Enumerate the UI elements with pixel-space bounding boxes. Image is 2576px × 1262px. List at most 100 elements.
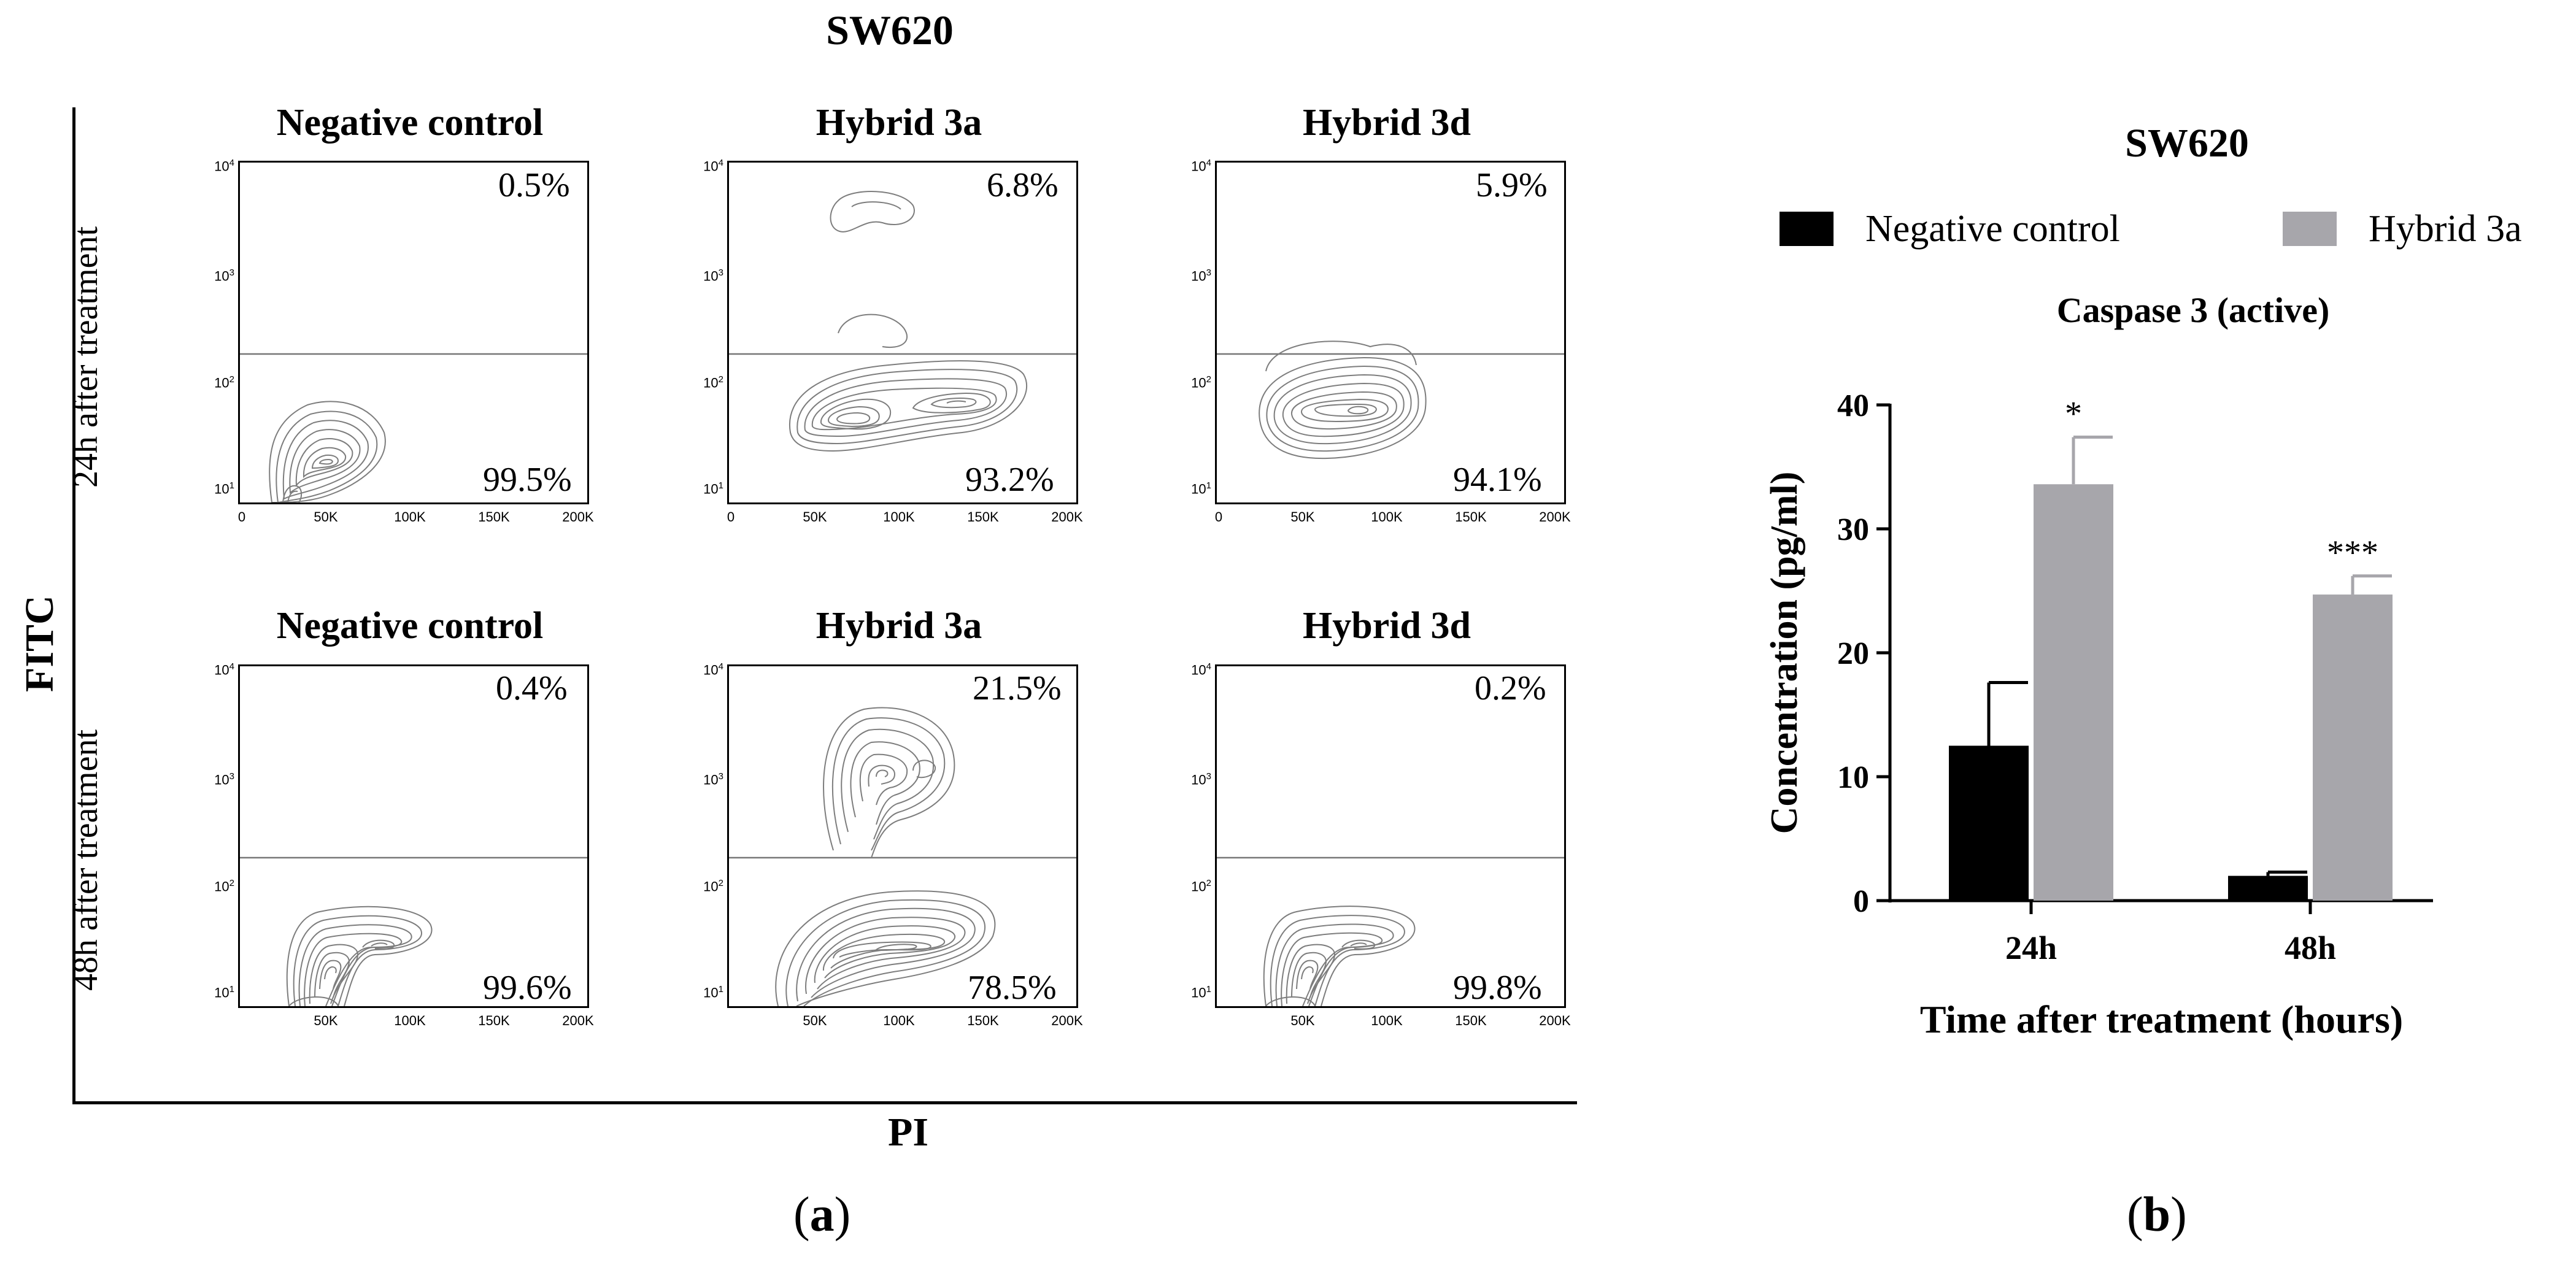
legend-label-1: Hybrid 3a	[2369, 208, 2522, 250]
bar-y-tick-label: 40	[1837, 388, 1869, 423]
caption-b-letter: b	[2143, 1188, 2171, 1242]
bar-chart-title: SW620	[2125, 121, 2249, 166]
x-tick-label: 200K	[1539, 509, 1571, 525]
bar-hybrid-3a-24h	[2034, 484, 2113, 901]
x-tick-label: 100K	[394, 1013, 426, 1028]
x-tick-label: 50K	[1290, 1013, 1315, 1028]
significance-marker: *	[2065, 395, 2082, 433]
y-tick-exponent: 1	[718, 984, 723, 995]
y-tick-label: 101	[687, 480, 723, 497]
y-tick-exponent: 3	[1206, 267, 1211, 278]
figure-a-title: SW620	[826, 7, 954, 53]
pct-upper-3d-48h: 0.2%	[1475, 669, 1546, 707]
y-tick-exponent: 4	[1206, 661, 1211, 672]
caption-b: (b)	[2127, 1187, 2187, 1243]
pct-lower-neg-48h: 99.6%	[483, 969, 572, 1007]
panel-title-neg-48h: Negative control	[276, 605, 544, 647]
x-tick-label: 150K	[967, 509, 999, 525]
x-tick-label: 200K	[1539, 1013, 1571, 1028]
y-tick-label: 101	[198, 984, 234, 1001]
x-tick-label: 50K	[1290, 509, 1315, 525]
y-tick-label: 101	[1174, 480, 1211, 497]
x-tick-label: 0	[1214, 509, 1223, 525]
bar-chart-subtitle: Caspase 3 (active)	[2057, 290, 2330, 330]
row-label-24h: 24h after treatment	[67, 226, 105, 488]
x-tick-label: 50K	[314, 509, 338, 525]
x-tick-label: 200K	[562, 1013, 594, 1028]
y-tick-exponent: 4	[1206, 157, 1211, 168]
panel-title-neg-24h: Negative control	[276, 102, 544, 144]
legend-label-0: Negative control	[1865, 208, 2120, 250]
bar-x-axis-label: Time after treatment (hours)	[1920, 998, 2403, 1041]
y-tick-exponent: 1	[1206, 480, 1211, 491]
pct-lower-3d-48h: 99.8%	[1453, 969, 1542, 1007]
y-tick-label: 104	[1174, 158, 1211, 174]
y-tick-exponent: 4	[229, 157, 234, 168]
pct-upper-neg-24h: 0.5%	[498, 166, 570, 204]
y-tick-label: 103	[198, 267, 234, 284]
flow-panel-3d-24h	[1215, 161, 1566, 504]
pct-lower-neg-24h: 99.5%	[483, 461, 572, 499]
y-tick-base: 10	[703, 481, 719, 497]
y-tick-exponent: 2	[229, 374, 234, 385]
y-tick-label: 103	[687, 771, 723, 788]
y-tick-label: 102	[1174, 878, 1211, 895]
y-tick-exponent: 2	[1206, 374, 1211, 385]
figure-a-y-label: FITC	[17, 595, 62, 692]
y-tick-base: 10	[703, 772, 719, 788]
x-tick-label: 100K	[394, 509, 426, 525]
pct-upper-neg-48h: 0.4%	[496, 669, 568, 707]
panel-title-3d-24h: Hybrid 3d	[1303, 102, 1471, 144]
legend-swatch-0	[1780, 212, 1834, 246]
y-tick-exponent: 3	[718, 771, 723, 782]
y-tick-base: 10	[1191, 878, 1206, 894]
y-tick-label: 104	[687, 158, 723, 174]
y-tick-exponent: 2	[718, 877, 723, 888]
bar-x-tick-label: 48h	[2285, 929, 2336, 966]
y-tick-base: 10	[214, 878, 229, 894]
y-tick-base: 10	[214, 374, 229, 390]
bar-y-tick-label: 30	[1837, 512, 1869, 547]
y-tick-exponent: 4	[718, 157, 723, 168]
x-tick-label: 200K	[1051, 1013, 1083, 1028]
y-tick-label: 101	[198, 480, 234, 497]
y-tick-exponent: 2	[718, 374, 723, 385]
y-tick-base: 10	[214, 662, 229, 678]
y-tick-label: 102	[687, 878, 723, 895]
y-tick-exponent: 2	[229, 877, 234, 888]
flow-panel-neg-24h	[238, 161, 589, 504]
y-tick-exponent: 1	[718, 480, 723, 491]
x-tick-label: 200K	[562, 509, 594, 525]
y-tick-base: 10	[1191, 481, 1206, 497]
figure-a-x-axis-line	[72, 1101, 1577, 1104]
x-tick-label: 0	[727, 509, 735, 525]
pct-upper-3a-24h: 6.8%	[987, 166, 1059, 204]
y-tick-base: 10	[1191, 374, 1206, 390]
y-tick-base: 10	[1191, 662, 1206, 678]
y-tick-label: 104	[198, 661, 234, 678]
x-tick-label: 100K	[1371, 509, 1403, 525]
y-tick-exponent: 1	[229, 480, 234, 491]
y-tick-exponent: 2	[1206, 877, 1211, 888]
y-tick-base: 10	[1191, 268, 1206, 284]
x-tick-label: 150K	[967, 1013, 999, 1028]
pct-lower-3d-24h: 94.1%	[1453, 461, 1542, 499]
x-tick-label: 100K	[883, 509, 915, 525]
x-tick-label: 0	[237, 509, 246, 525]
flow-panel-3a-24h	[727, 161, 1078, 504]
bar-y-tick-label: 10	[1837, 760, 1869, 795]
y-tick-exponent: 4	[718, 661, 723, 672]
x-tick-label: 50K	[803, 1013, 827, 1028]
bar-negative-control-48h	[2228, 875, 2308, 901]
caption-b-close: )	[2170, 1188, 2187, 1242]
panel-title-3a-48h: Hybrid 3a	[816, 605, 982, 647]
y-tick-label: 103	[1174, 771, 1211, 788]
y-tick-base: 10	[1191, 158, 1206, 174]
significance-marker: ***	[2327, 534, 2378, 572]
legend-swatch-1	[2283, 212, 2337, 246]
x-tick-label: 100K	[883, 1013, 915, 1028]
y-tick-base: 10	[1191, 985, 1206, 1001]
row-label-48h: 48h after treatment	[67, 729, 105, 991]
y-tick-label: 101	[687, 984, 723, 1001]
